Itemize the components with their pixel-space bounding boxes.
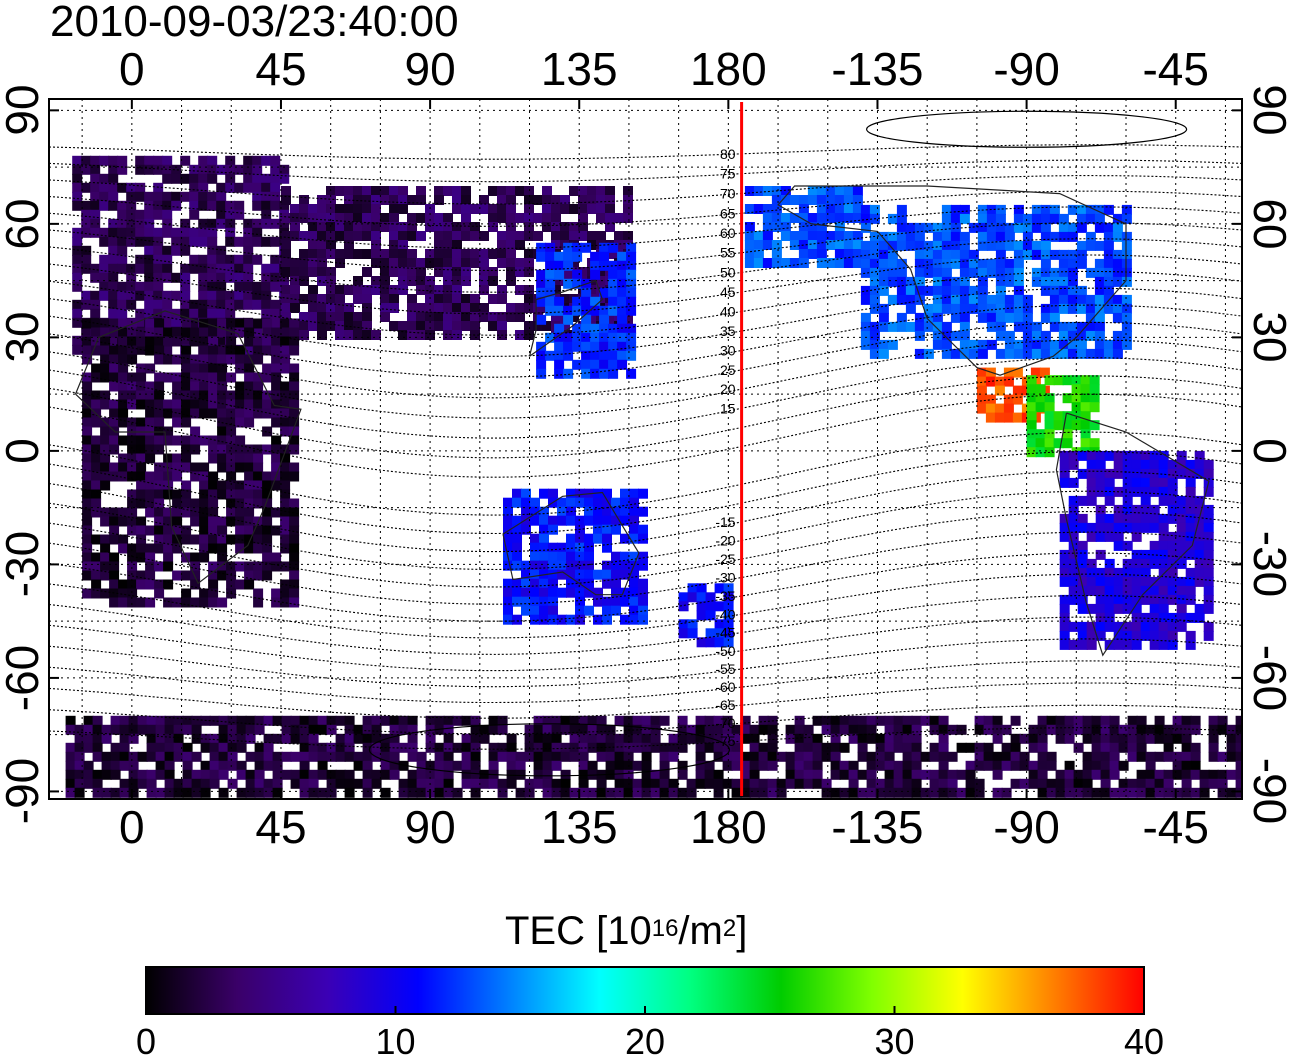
tec-data-layer [65,155,1242,798]
magnetic-latitude-contours [49,110,1242,777]
contour-label: -60 [715,679,735,695]
tec-region-south-america [1059,450,1214,650]
contour-label: 25 [720,362,736,378]
colorbar-tick-label: 40 [1123,1021,1165,1062]
lat-tick-right: 30 [1244,311,1292,363]
lat-lon-grid [49,99,1242,799]
contour-label: 20 [720,381,736,397]
contour-label: 45 [720,284,736,300]
contour-label: 70 [720,186,736,202]
colorbar-tick-label: 10 [375,1021,416,1062]
contour-label: 60 [720,225,736,241]
lon-tick-bottom: -90 [993,801,1060,853]
contour-label: -50 [715,643,735,659]
contour-label: 80 [720,146,736,162]
lon-tick-top: 45 [255,43,307,95]
contour-label: -30 [715,570,735,586]
tec-region-north-america [860,204,1132,359]
colorbar-title: TEC [1016/m2] [505,909,748,953]
colorbar-tick-label: 30 [874,1021,915,1062]
lon-tick-top: 0 [119,43,145,95]
frame-ticks [49,99,1242,799]
lat-tick-right: 60 [1244,198,1292,250]
lat-tick-right: 0 [1244,438,1292,464]
colorbar-ticks [145,1006,1145,1014]
contour-label: 50 [720,264,736,280]
contour-label: 30 [720,343,736,359]
lat-tick-right: -90 [1244,758,1292,825]
lat-tick-left: 60 [0,198,48,250]
lon-tick-top: 135 [540,43,618,95]
lon-tick-top: -90 [993,43,1060,95]
lon-tick-bottom: 45 [255,801,307,853]
contour-label: 40 [720,304,736,320]
lat-tick-left: -30 [0,531,48,598]
colorbar-tick-label: 20 [624,1021,666,1062]
lon-tick-top: -45 [1142,43,1209,95]
coastlines [74,185,1210,657]
contour-label: 15 [720,400,736,416]
contour-label: 65 [720,205,736,221]
lat-tick-left: -60 [0,644,48,712]
lon-tick-top: 90 [404,43,456,95]
lat-tick-left: 30 [0,311,48,363]
contour-label: -45 [715,625,735,641]
lat-tick-left: 0 [0,438,48,464]
lat-tick-right: -30 [1244,531,1292,598]
tec-region-antarctica [65,715,1242,798]
lon-tick-bottom: 180 [689,801,767,853]
contour-label: -15 [715,514,735,530]
lat-tick-right: -60 [1244,644,1292,712]
contour-label: 75 [720,166,736,182]
contour-label: -20 [715,533,735,549]
lon-tick-top: 180 [689,43,767,95]
lat-tick-left: -90 [0,758,48,825]
contour-label: 35 [720,323,736,339]
tec-region-australia [503,488,648,625]
contour-label: -35 [715,588,735,604]
tec-region-north-pacific [744,186,863,268]
lon-tick-top: -135 [831,43,924,95]
contour-label: -65 [715,697,735,713]
lat-tick-left: 90 [0,84,48,136]
contour-labels: 80 75 70 65 60 55 50 45 40 35 30 25 20 15 -15 -20 -25 -30… [715,146,735,749]
contour-label: -40 [715,606,735,622]
tec-region-siberia [281,186,633,340]
lon-tick-bottom: 90 [404,801,456,853]
lon-tick-bottom: -45 [1142,801,1209,853]
contour-label: -55 [715,661,735,677]
lon-tick-bottom: -135 [831,801,924,853]
lon-tick-bottom: 0 [119,801,145,853]
map-frame [48,98,1243,800]
contour-label: -75 [715,733,735,749]
lat-tick-right: 90 [1244,84,1292,136]
contour-label: 55 [720,245,736,261]
contour-label: -70 [715,715,735,731]
map-title: 2010-09-03/23:40:00 [50,0,459,46]
lon-tick-bottom: 135 [540,801,618,853]
contour-label: -25 [715,551,735,567]
colorbar-tick-label: 0 [135,1021,157,1062]
